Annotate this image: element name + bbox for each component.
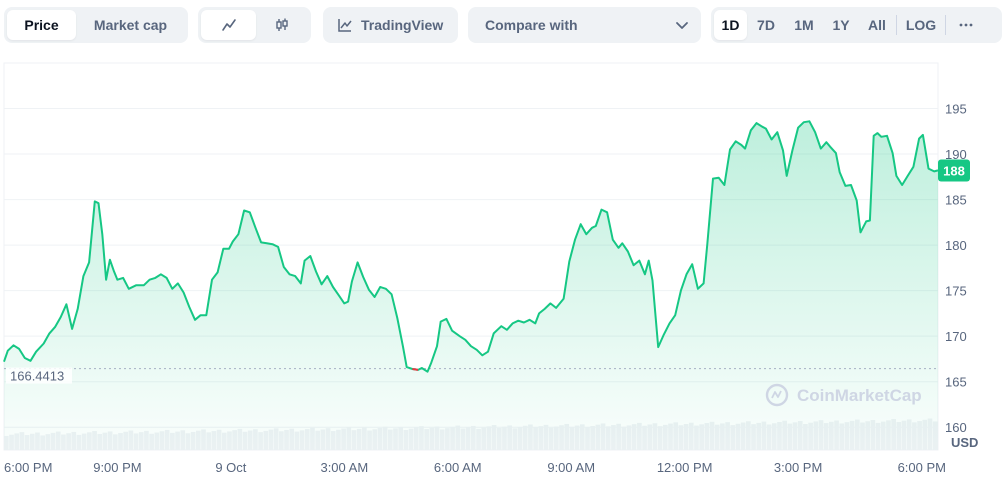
watermark-text: CoinMarketCap bbox=[797, 386, 922, 405]
scale-log[interactable]: LOG bbox=[905, 17, 937, 33]
x-tick-label: 9 Oct bbox=[215, 460, 246, 475]
currency-label: USD bbox=[951, 435, 978, 450]
range-divider-2 bbox=[945, 15, 946, 35]
x-tick-label: 3:00 PM bbox=[774, 460, 822, 475]
line-chart-icon bbox=[221, 19, 236, 31]
range-all[interactable]: All bbox=[868, 17, 886, 33]
tradingview-label: TradingView bbox=[361, 17, 444, 33]
range-toggle: 1D 7D 1M 1Y All LOG bbox=[711, 7, 1002, 43]
current-price-label: 188 bbox=[943, 163, 965, 178]
watermark: CoinMarketCap bbox=[765, 383, 922, 407]
more-dots-icon bbox=[959, 23, 973, 27]
x-tick-label: 3:00 AM bbox=[320, 460, 368, 475]
price-area bbox=[4, 121, 938, 451]
open-price-label-bg bbox=[6, 367, 72, 384]
y-tick-label: 195 bbox=[945, 102, 967, 117]
price-line bbox=[3, 120, 939, 373]
y-tick-label: 170 bbox=[945, 329, 967, 344]
price-chart[interactable]: 166.4413 CoinMarketCap 160 165 170 175 180 18… bbox=[0, 55, 1007, 477]
compare-with-dropdown[interactable]: Compare with bbox=[468, 7, 701, 43]
coinmarketcap-logo-icon bbox=[765, 383, 789, 407]
y-tick-label: 175 bbox=[945, 284, 967, 299]
chevron-down-icon bbox=[676, 22, 688, 29]
more-options-button[interactable] bbox=[947, 10, 985, 40]
open-price-label: 166.4413 bbox=[10, 369, 64, 384]
y-tick-label: 185 bbox=[945, 193, 967, 208]
candlestick-chart-button[interactable] bbox=[256, 10, 308, 40]
x-tick-label: 6:00 AM bbox=[434, 460, 482, 475]
range-7d[interactable]: 7D bbox=[757, 17, 775, 33]
x-tick-label: 12:00 PM bbox=[657, 460, 713, 475]
x-tick-label: 6:00 PM bbox=[4, 460, 52, 475]
current-price-badge bbox=[938, 159, 970, 182]
candlestick-icon bbox=[276, 18, 288, 31]
price-line-below-open bbox=[412, 367, 419, 371]
range-1m[interactable]: 1M bbox=[794, 17, 814, 33]
compare-with-label: Compare with bbox=[485, 17, 578, 33]
x-tick-label: 6:00 PM bbox=[898, 460, 946, 475]
y-tick-label: 165 bbox=[945, 375, 967, 390]
tradingview-button[interactable]: TradingView bbox=[323, 7, 458, 43]
metric-toggle: Price Market cap bbox=[4, 7, 188, 43]
chart-style-toggle bbox=[198, 7, 311, 43]
chart-toolbar: Price Market cap TradingView Compare wit… bbox=[0, 0, 1007, 50]
x-tick-label: 9:00 PM bbox=[93, 460, 141, 475]
tab-price[interactable]: Price bbox=[7, 10, 76, 40]
x-tick-label: 9:00 AM bbox=[547, 460, 595, 475]
tradingview-icon bbox=[338, 19, 352, 32]
price-chart-svg[interactable]: 166.4413 CoinMarketCap 160 165 170 175 180 18… bbox=[0, 55, 1007, 477]
range-divider bbox=[896, 15, 897, 35]
range-1d[interactable]: 1D bbox=[714, 10, 747, 40]
y-tick-label: 160 bbox=[945, 420, 967, 435]
y-tick-label: 190 bbox=[945, 147, 967, 162]
y-tick-label: 180 bbox=[945, 238, 967, 253]
coinmarketcap-logo-mark bbox=[771, 390, 782, 399]
range-1y[interactable]: 1Y bbox=[832, 17, 850, 33]
tab-market-cap[interactable]: Market cap bbox=[93, 17, 168, 33]
line-chart-button[interactable] bbox=[201, 10, 256, 40]
